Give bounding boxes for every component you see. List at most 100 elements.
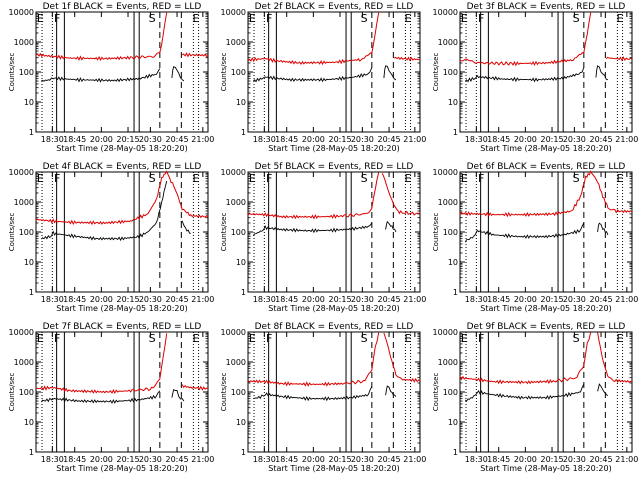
x-tick-label: 20:45: [378, 135, 401, 144]
figure-canvas: Det 1f BLACK = Events, RED = LLD11010010…: [0, 0, 640, 480]
y-tick-label: 10: [24, 98, 34, 107]
x-tick-label: 20:45: [590, 295, 613, 304]
detector-panel-8: Det 8f BLACK = Events, RED = LLD 1 10 100 10…: [220, 322, 426, 473]
x-tick-label: 20:30: [139, 455, 162, 464]
y-tick-label: 1: [453, 448, 458, 457]
x-tick-label: 18:45: [275, 455, 298, 464]
detector-panel-2: Det 2f BLACK = Events, RED = LLD11010010…: [220, 2, 426, 153]
events-series-line: [253, 223, 372, 236]
x-tick-label: 20:00: [302, 295, 325, 304]
interval-label: E: [461, 172, 468, 185]
x-tick-label: 20:30: [563, 455, 586, 464]
x-tick-label: 20:45: [166, 135, 189, 144]
x-axis-label: Start Time (28-May-05 18:20:20): [268, 464, 399, 473]
x-tick-label: 18:45: [487, 295, 510, 304]
y-tick-label: 1000: [438, 198, 458, 207]
x-tick-label: 21:00: [191, 455, 214, 464]
x-tick-label: 18:30: [253, 295, 276, 304]
y-tick-label: 1000: [14, 38, 34, 47]
lld-series-line: [598, 333, 632, 383]
x-tick-label: 20:45: [166, 295, 189, 304]
x-axis-label: Start Time (28-May-05 18:20:20): [480, 464, 611, 473]
x-tick-label: 21:00: [615, 135, 638, 144]
x-tick-label: 20:15: [328, 135, 351, 144]
lld-series-line: [384, 333, 420, 382]
detector-count-rate-figure: Det 1f BLACK = Events, RED = LLD 1 10 100 10…: [0, 0, 640, 480]
x-tick-label: 20:15: [540, 295, 563, 304]
y-tick-label: 1: [241, 288, 246, 297]
interval-label: E: [461, 12, 468, 25]
y-tick-label: 100: [231, 68, 246, 77]
x-tick-label: 20:15: [116, 295, 139, 304]
interval-label: S: [149, 332, 156, 345]
x-tick-label: 21:00: [615, 295, 638, 304]
events-series-line: [41, 69, 160, 82]
lld-series-line: [606, 57, 632, 60]
y-tick-label: 100: [19, 68, 34, 77]
x-tick-label: 18:30: [41, 295, 64, 304]
x-tick-label: 20:30: [139, 295, 162, 304]
events-series-line: [253, 68, 372, 82]
interval-label: E: [193, 172, 200, 185]
y-tick-label: 1: [29, 288, 34, 297]
y-tick-label: 10000: [221, 328, 246, 337]
lld-series-line: [182, 53, 208, 56]
x-tick-label: 20:30: [563, 135, 586, 144]
y-axis-label: Counts/sec: [220, 373, 228, 412]
events-series-line: [172, 390, 184, 401]
interval-label: E: [193, 12, 200, 25]
interval-label: S: [573, 12, 580, 25]
x-tick-label: 20:15: [328, 295, 351, 304]
interval-label: F: [54, 172, 60, 185]
interval-label: S: [361, 172, 368, 185]
events-series-line: [386, 386, 396, 397]
panel-title: Det 5f BLACK = Events, RED = LLD: [255, 162, 414, 172]
interval-label: E: [461, 332, 468, 345]
x-tick-label: 20:00: [302, 135, 325, 144]
y-tick-label: 10000: [433, 8, 458, 17]
detector-panel-7: Det 7f BLACK = Events, RED = LLD11010010…: [8, 322, 214, 473]
detector-panel-5: Det 5f BLACK = Events, RED = LLD 1 10 100 10…: [220, 162, 426, 313]
detector-panel-3: Det 3f BLACK = Events, RED = LLD11010010…: [432, 2, 638, 153]
interval-label: S: [149, 172, 156, 185]
x-tick-label: 20:45: [378, 455, 401, 464]
events-series-line: [181, 221, 191, 233]
y-tick-label: 1000: [226, 358, 246, 367]
x-tick-label: 18:45: [63, 455, 86, 464]
interval-label: F: [266, 172, 272, 185]
y-tick-label: 10000: [433, 328, 458, 337]
y-axis-label: Counts/sec: [432, 373, 440, 412]
x-tick-label: 20:15: [540, 135, 563, 144]
x-tick-label: 20:45: [590, 135, 613, 144]
x-tick-label: 21:00: [615, 455, 638, 464]
y-tick-label: 100: [443, 388, 458, 397]
detector-panel-4: Det 4f BLACK = Events, RED = LLD 1 10 100 10…: [8, 162, 214, 313]
plot-frame: [248, 12, 420, 132]
interval-label: E: [405, 172, 412, 185]
x-tick-label: 20:30: [351, 455, 374, 464]
events-series-line: [465, 384, 584, 401]
x-axis-label: Start Time (28-May-05 18:20:20): [268, 304, 399, 313]
lld-series-line: [382, 173, 420, 215]
interval-label: S: [573, 172, 580, 185]
interval-label: E: [405, 332, 412, 345]
y-tick-label: 10: [236, 418, 246, 427]
interval-label: E: [617, 12, 624, 25]
x-tick-label: 18:30: [465, 455, 488, 464]
events-series-line: [41, 181, 167, 240]
lld-series-line: [36, 171, 208, 224]
y-tick-label: 100: [231, 388, 246, 397]
x-tick-label: 20:45: [378, 295, 401, 304]
y-tick-label: 10: [236, 258, 246, 267]
interval-label: F: [266, 12, 272, 25]
events-series-line: [384, 66, 396, 80]
x-tick-label: 21:00: [191, 135, 214, 144]
y-tick-label: 10: [448, 98, 458, 107]
x-tick-label: 18:30: [41, 455, 64, 464]
x-tick-label: 18:45: [275, 135, 298, 144]
x-tick-label: 20:45: [590, 455, 613, 464]
events-series-line: [465, 68, 584, 82]
y-axis-label: Counts/sec: [8, 373, 16, 412]
detector-panel-6: Det 6f BLACK = Events, RED = LLD 1 10 100 10…: [432, 162, 638, 313]
y-tick-label: 1: [29, 128, 34, 137]
